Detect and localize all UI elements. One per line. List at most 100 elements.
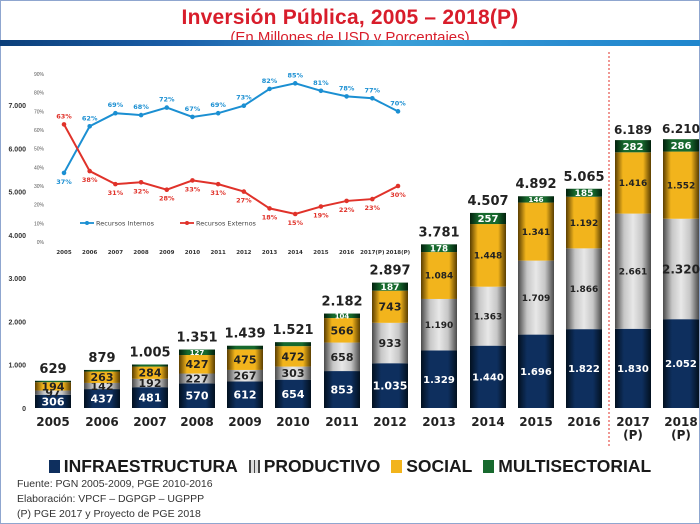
line-y-tick-label: 80%: [34, 91, 45, 97]
bar-x-tick-label: 2010: [276, 415, 309, 429]
bar-total-label: 1.005: [129, 345, 170, 360]
bar-segment-label-multisectorial: 282: [623, 142, 644, 153]
bar-segment-social: [324, 318, 360, 343]
bar-segment-infraestructura: [227, 381, 263, 408]
bar-y-tick-label: 6.000: [8, 146, 26, 153]
bar-group: 1.822 1.866 1.192 185 5.065: [563, 170, 605, 408]
line-point-recursos-internos: [87, 123, 92, 129]
bar-segment-infraestructura: [518, 334, 554, 408]
bar-segment-label-multisectorial: 257: [478, 214, 499, 225]
line-y-tick-label: 70%: [34, 109, 45, 115]
bar-segment-social: [132, 366, 168, 379]
line-data-label-recursos-internos: 81%: [313, 79, 329, 87]
chart-subtitle: (En Millones de USD y Porcentajes): [230, 29, 470, 40]
bar-segment-multisectorial: [84, 369, 120, 372]
line-x-tick-label: 2017(P): [360, 250, 385, 256]
line-point-recursos-externos: [190, 178, 195, 183]
line-y-tick-label: 40%: [34, 165, 45, 171]
line-point-recursos-internos: [395, 109, 401, 114]
bar-total-label: 1.439: [224, 327, 265, 342]
bar-segment-productivo: [179, 373, 215, 384]
bar-segment-multisectorial: [132, 364, 168, 367]
bar-segment-multisectorial: [179, 349, 215, 356]
bar-segment-productivo: [227, 369, 263, 382]
line-recursos-externos: [63, 123, 399, 216]
bar-segment-label-social: 194: [42, 380, 65, 393]
bar-segment-label-social: 427: [186, 358, 209, 371]
bar-segment-productivo: [35, 390, 71, 395]
bar-segment-social: [84, 371, 120, 383]
bar-segment-label-productivo: 2.320: [662, 262, 700, 276]
line-point-recursos-externos: [87, 168, 92, 174]
line-x-tick-label: 2016: [339, 250, 354, 256]
line-point-recursos-externos: [61, 122, 67, 127]
line-data-label-recursos-internos: 62%: [82, 114, 98, 122]
bar-segment-label-social: 1.448: [474, 252, 502, 262]
line-x-tick-label: 2010: [185, 250, 200, 256]
bar-segment-label-social: 263: [91, 371, 114, 384]
line-data-label-recursos-internos: 69%: [108, 101, 124, 109]
bar-segment-social: [275, 346, 311, 367]
bar-total-label: 1.351: [176, 331, 217, 346]
line-y-tick-label: 30%: [34, 184, 45, 190]
bar-segment-label-multisectorial: 146: [528, 195, 543, 204]
line-x-tick-label: 2014: [288, 250, 303, 256]
bar-segment-infraestructura: [421, 350, 457, 408]
bar-segment-infraestructura: [470, 345, 506, 408]
line-data-label-recursos-externos: 33%: [185, 185, 201, 193]
legend-swatch-productivo: [248, 460, 260, 473]
line-point-recursos-internos: [370, 95, 375, 101]
bar-segment-label-multisectorial: 127: [190, 349, 205, 357]
bar-group: 1.329 1.190 1.084 178 3.781: [418, 225, 460, 408]
bar-segment-multisectorial: [275, 342, 311, 347]
line-series: 37% 62% 69% 68% 72% 67% 69% 73% 82% 85% 81% 78% 77% 7…: [56, 71, 406, 227]
bar-x-tick-label: 2006: [85, 415, 118, 429]
line-data-label-recursos-internos: 72%: [159, 96, 175, 104]
bar-y-tick-label: 3.000: [8, 276, 26, 283]
bar-total-label: 5.065: [563, 170, 604, 185]
line-x-axis: 2005 2006 2007 2008 2009 2010 2011 2012 2013 2014…: [56, 250, 410, 256]
line-point-recursos-internos: [267, 86, 272, 92]
line-point-recursos-externos: [370, 196, 375, 202]
bar-segment-productivo: [518, 260, 554, 335]
line-data-label-recursos-externos: 38%: [82, 176, 98, 184]
note-elaboracion: Elaboración: VPCF – DGPGP – UGPPP: [17, 493, 205, 505]
bar-segment-label-social: 1.192: [570, 219, 598, 229]
line-data-label-recursos-externos: 22%: [339, 206, 355, 214]
bar-total-label: 1.521: [272, 323, 313, 338]
line-data-label-recursos-externos: 32%: [133, 187, 149, 195]
bar-y-tick-label: 7.000: [8, 103, 26, 110]
line-recursos-internos: [63, 82, 399, 174]
line-x-tick-label: 2008: [133, 250, 148, 256]
bar-segment-label-productivo: 2.661: [619, 267, 647, 277]
line-point-recursos-externos: [164, 187, 170, 193]
line-data-label-recursos-externos: 18%: [262, 213, 278, 221]
line-data-label-recursos-internos: 73%: [236, 94, 252, 102]
bar-y-tick-label: 1.000: [8, 363, 26, 370]
line-data-label-recursos-externos: 63%: [56, 112, 72, 120]
bar-group: 1.830 2.661 1.416 282 6.189: [614, 123, 652, 408]
line-y-tick-label: 0%: [37, 240, 45, 246]
bar-total-label: 2.182: [321, 295, 362, 310]
bar-segment-label-infraestructura: 1.696: [520, 367, 552, 378]
bar-segment-label-infraestructura: 1.830: [617, 364, 649, 375]
legend-item-multisectorial: MULTISECTORIAL: [483, 456, 651, 477]
bar-group: 2.052 2.320 1.552 286 6.210: [662, 122, 700, 408]
bar-segment-productivo: [615, 213, 651, 329]
bar-segment-infraestructura: [179, 383, 215, 408]
legend-marker-recursos-internos: [85, 221, 89, 225]
bar-y-tick-label: 4.000: [8, 233, 26, 240]
line-data-label-recursos-externos: 15%: [287, 219, 303, 227]
bar-segment-label-productivo: 1.363: [474, 312, 502, 322]
line-point-recursos-externos: [267, 206, 272, 211]
bar-segment-label-social: 1.084: [425, 272, 453, 282]
line-data-label-recursos-externos: 23%: [365, 204, 381, 212]
line-y-tick-label: 20%: [34, 203, 45, 209]
line-point-recursos-internos: [344, 94, 349, 99]
bar-segment-infraestructura: [566, 329, 602, 408]
note-proyeccion: (P) PGE 2017 y Proyecto de PGE 2018: [17, 508, 201, 520]
line-legend: Recursos Internos Recursos Externos: [80, 220, 257, 228]
line-point-recursos-externos: [241, 189, 247, 194]
